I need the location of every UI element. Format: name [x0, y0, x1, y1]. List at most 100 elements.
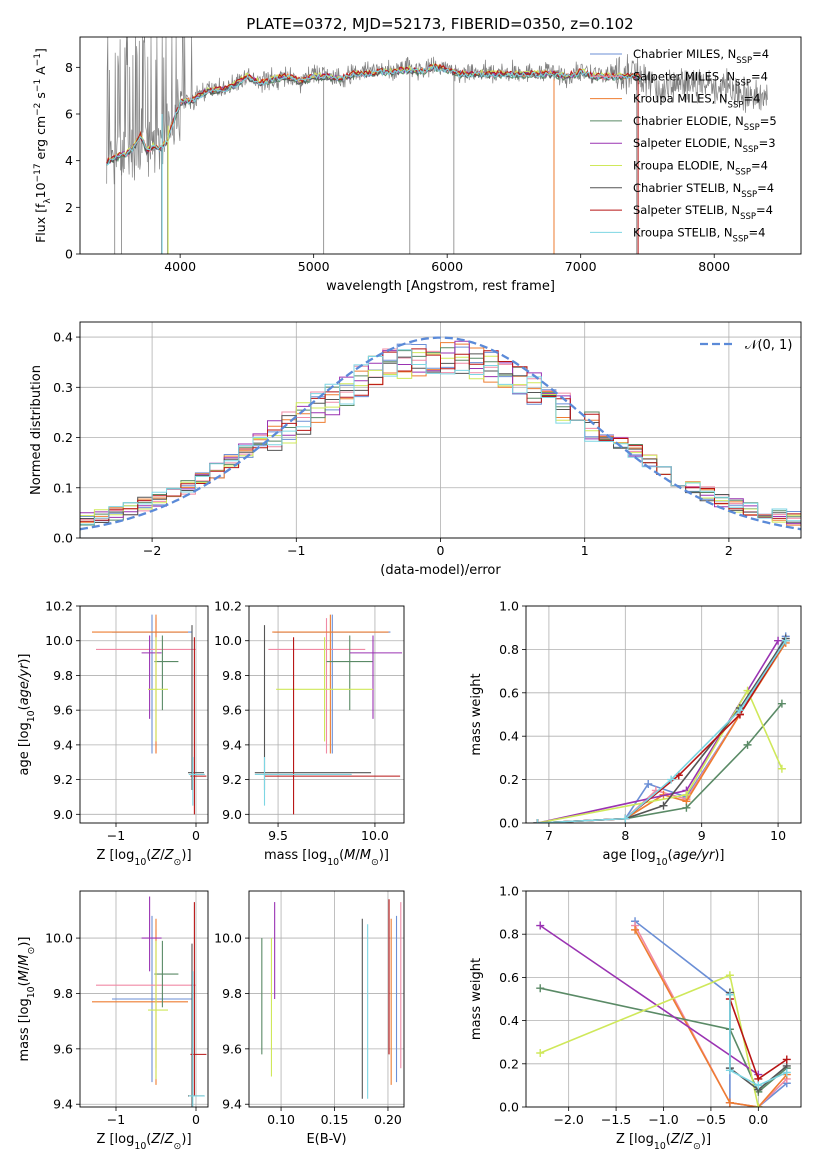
y-tick-label: 0.4 [499, 729, 519, 744]
y-tick-label: 10.2 [45, 599, 73, 614]
series-marker-8 [725, 990, 734, 999]
series-marker-3 [743, 740, 752, 749]
x-tick-label: 2 [725, 543, 733, 558]
y-tick-label: 9.0 [53, 807, 73, 822]
series-line-8 [729, 994, 788, 1087]
y-tick-label: 10.0 [214, 633, 242, 648]
y-tick-label: 10.0 [45, 633, 73, 648]
axes-frame [79, 890, 209, 1108]
y-tick-label: 0.2 [499, 1056, 519, 1071]
model-spectrum-5 [106, 63, 641, 163]
series-marker-7 [782, 1055, 791, 1064]
y-tick-label: 0.0 [53, 531, 73, 546]
x-tick-label: 5000 [298, 259, 330, 274]
x-tick-label: 0 [192, 1112, 200, 1127]
plot-area [533, 632, 790, 823]
series-marker-5 [777, 764, 786, 773]
grid [80, 605, 208, 823]
series-marker-4 [536, 921, 545, 930]
x-tick-label: 8 [621, 828, 629, 843]
y-tick-label: 0.6 [499, 685, 519, 700]
series-line-2 [634, 929, 788, 1107]
plot-area [254, 614, 403, 815]
y-tick-label: 8 [65, 60, 73, 75]
y-tick-label: 0 [65, 247, 73, 262]
x-axis-label: age [log10(age/yr)] [602, 848, 724, 868]
mass-vs-metallicity-plot: −1 0 9.4 9.6 9.8 10.0 Z [log10(Z/Z⊙)] mass [log… [17, 890, 209, 1152]
axes-frame [248, 890, 405, 1108]
x-tick-label: 1 [581, 543, 589, 558]
axes-frame [79, 605, 209, 824]
series-line-4 [537, 640, 779, 823]
x-tick-label: −0.5 [696, 1112, 726, 1127]
y-tick-label: 9.6 [222, 1041, 242, 1056]
legend-label-6: Chabrier STELIB, NSSP=4 [633, 181, 774, 200]
x-axis-label: Z [log10(Z/Z⊙)] [616, 1132, 711, 1152]
y-tick-label: 0.0 [499, 1100, 519, 1115]
mass-weight-vs-metallicity-plot: −2.0 −1.5 −1.0 −0.5 0.0 0.0 0.2 0.4 0.6 0.8 1.0 Z [… [469, 884, 802, 1152]
series-line-4 [539, 924, 759, 1076]
y-tick-label: 9.8 [222, 668, 242, 683]
y-tick-label: 0.4 [499, 1013, 519, 1028]
y-tick-label: 9.4 [222, 737, 242, 752]
x-axis-label: Z [log10(Z/Z⊙)] [96, 1132, 191, 1152]
series-marker-8 [735, 706, 744, 715]
y-tick-label: 9.4 [53, 1097, 73, 1112]
axes-frame [79, 36, 802, 255]
y-tick-label: 10.0 [214, 931, 242, 946]
mass-vs-ebv-plot: 0.10 0.15 0.20 9.4 9.6 9.8 10.0 E(B-V) [214, 890, 405, 1147]
y-tick-label: 2 [65, 200, 73, 215]
y-tick-label: 0.2 [499, 772, 519, 787]
x-tick-label: 6000 [431, 259, 463, 274]
figure-title: PLATE=0372, MJD=52173, FIBERID=0350, z=0… [246, 15, 633, 33]
y-tick-label: 9.8 [53, 668, 73, 683]
series-line-5 [537, 688, 783, 823]
y-tick-label: 0.1 [53, 480, 73, 495]
x-tick-label: −2.0 [553, 1112, 583, 1127]
y-tick-label: 0.3 [53, 380, 73, 395]
x-tick-label: −2 [143, 543, 161, 558]
y-tick-label: 10.2 [214, 599, 242, 614]
axes-frame [525, 890, 802, 1108]
series-marker-5 [743, 686, 752, 695]
y-axis-label: Normed distribution [29, 365, 44, 495]
y-tick-label: 0.4 [53, 330, 73, 345]
series-marker-3 [777, 699, 786, 708]
y-tick-label: 9.4 [53, 737, 73, 752]
y-axis-label: mass weight [469, 673, 484, 755]
series-marker-3 [536, 984, 545, 993]
plot-area [92, 896, 207, 1107]
x-tick-label: 9 [698, 828, 706, 843]
series-marker-2 [725, 1098, 734, 1107]
axes-frame [525, 605, 802, 824]
x-axis-label: mass [log10(M/M⊙)] [264, 848, 389, 868]
legend-label-7: Salpeter STELIB, NSSP=4 [633, 203, 773, 222]
x-tick-label: 4000 [164, 259, 196, 274]
legend-label-0: Chabrier MILES, NSSP=4 [633, 47, 769, 66]
x-tick-label: −1.5 [601, 1112, 631, 1127]
mass-weight-vs-age-plot: 7 8 9 10 0.0 0.2 0.4 0.6 0.8 1.0 age [log10(age/yr… [469, 599, 802, 868]
series-marker-8 [781, 636, 790, 645]
x-axis-label: E(B-V) [306, 1132, 346, 1147]
x-tick-label: −1 [107, 1112, 125, 1127]
series-marker-8 [621, 814, 630, 823]
x-axis-label: wavelength [Angstrom, rest frame] [326, 279, 555, 294]
y-axis-label: mass [log10(M/M⊙)] [17, 937, 37, 1062]
y-tick-label: 0.2 [53, 430, 73, 445]
series-marker-2 [631, 925, 640, 934]
series-marker-8 [725, 1066, 734, 1075]
x-tick-label: 7 [545, 828, 553, 843]
y-axis-label: age [log10(age/yr)] [17, 653, 37, 775]
plot-area [536, 917, 791, 1107]
x-tick-label: 0.10 [267, 1112, 295, 1127]
grid [526, 890, 801, 1108]
y-tick-label: 0.8 [499, 927, 519, 942]
series-marker-8 [533, 819, 542, 823]
legend-label-5: Kroupa ELODIE, NSSP=4 [633, 159, 768, 178]
series-marker-6 [659, 801, 668, 810]
spectrum-plot: 4000 5000 6000 7000 8000 0 2 4 6 8 wavelength [Ang… [33, 36, 802, 294]
series-marker-5 [754, 1103, 763, 1107]
series-marker-5 [725, 971, 734, 980]
series-marker-3 [682, 803, 691, 812]
